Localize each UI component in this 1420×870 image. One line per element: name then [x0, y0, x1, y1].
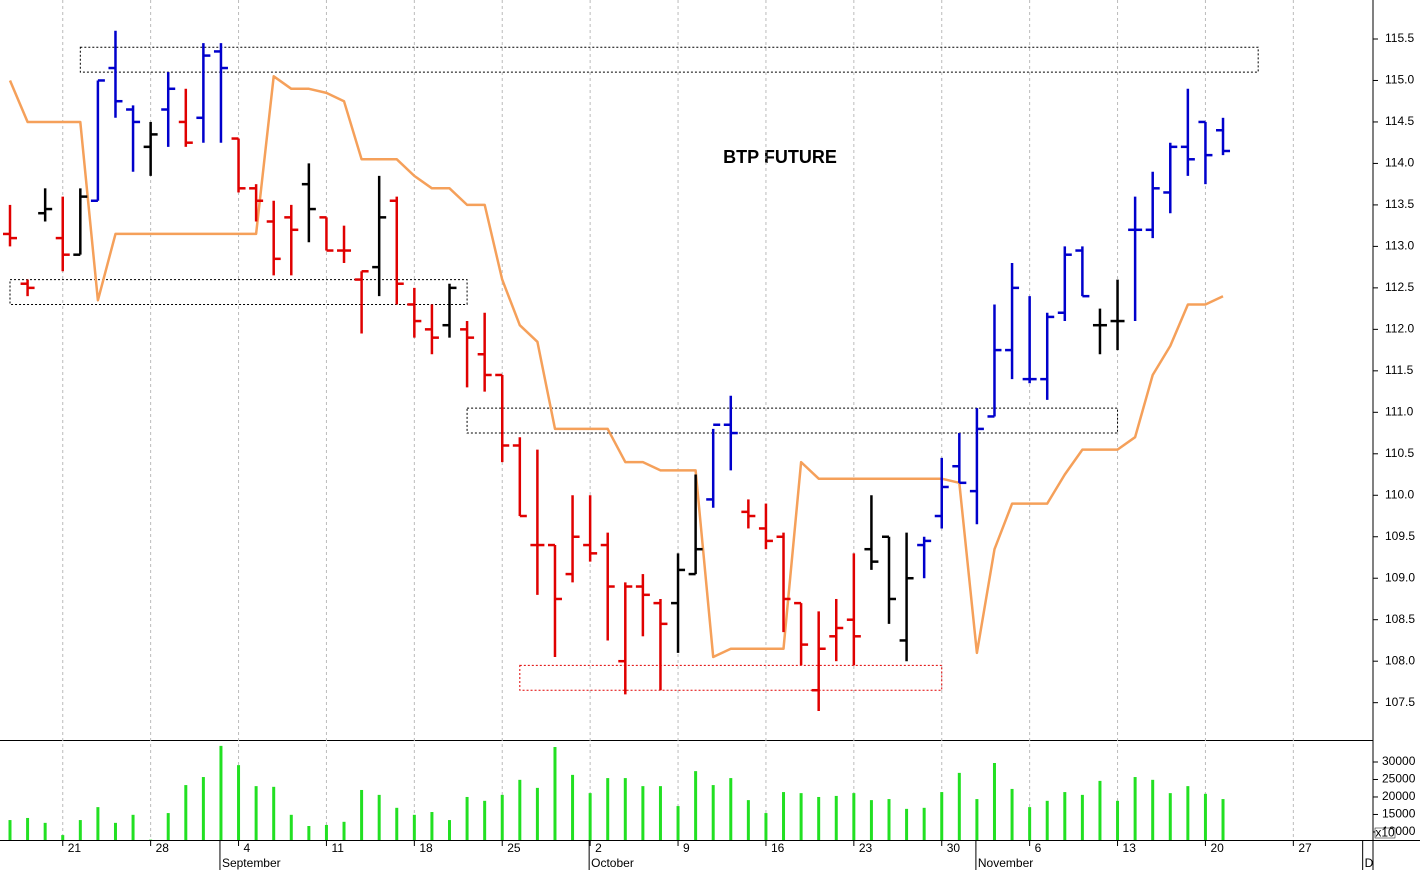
month-label: November	[978, 856, 1033, 870]
x-tick-label: 20	[1210, 841, 1224, 855]
y-tick-label: 107.5	[1385, 695, 1415, 709]
y-tick-label: 114.0	[1385, 156, 1414, 170]
y-tick-label: 111.5	[1385, 363, 1414, 377]
x-tick-label: 9	[683, 841, 690, 855]
y-tick-label: 113.0	[1385, 239, 1414, 253]
x-tick-label: 11	[331, 841, 344, 855]
y-tick-label: 114.5	[1385, 114, 1414, 128]
volume-multiplier: x10	[1375, 826, 1395, 840]
y-tick-label: 115.0	[1385, 73, 1414, 87]
y-tick-label: 110.0	[1385, 487, 1414, 501]
y-tick-label: 112.5	[1385, 280, 1414, 294]
volume-y-tick-label: 15000	[1382, 807, 1416, 821]
x-tick-label: 16	[771, 841, 785, 855]
x-tick-label: 6	[1035, 841, 1042, 855]
volume-y-tick-label: 30000	[1382, 754, 1416, 768]
y-tick-label: 109.0	[1385, 570, 1415, 584]
x-tick-label: 27	[1298, 841, 1312, 855]
y-tick-label: 113.5	[1385, 197, 1414, 211]
x-tick-label: 21	[68, 841, 82, 855]
x-tick-label: 2	[595, 841, 602, 855]
chart-title: BTP FUTURE	[723, 147, 837, 167]
x-tick-label: 28	[156, 841, 170, 855]
month-label: D	[1365, 856, 1374, 870]
x-tick-label: 13	[1123, 841, 1137, 855]
y-tick-label: 108.0	[1385, 653, 1415, 667]
price-zone	[79, 46, 1259, 73]
month-label: October	[591, 856, 634, 870]
y-tick-label: 110.5	[1385, 446, 1414, 460]
volume-y-tick-label: 20000	[1382, 789, 1416, 803]
price-zone	[9, 279, 468, 305]
y-tick-label: 115.5	[1385, 31, 1414, 45]
price-zone	[466, 407, 1119, 434]
x-tick-label: 4	[244, 841, 251, 855]
y-tick-label: 112.0	[1385, 322, 1414, 336]
y-tick-label: 108.5	[1385, 612, 1415, 626]
y-tick-label: 109.5	[1385, 529, 1415, 543]
x-tick-label: 23	[859, 841, 873, 855]
volume-y-tick-label: 25000	[1382, 772, 1416, 786]
x-tick-label: 30	[947, 841, 961, 855]
x-tick-label: 25	[507, 841, 521, 855]
month-label: September	[222, 856, 281, 870]
price-zone	[519, 664, 943, 691]
x-tick-label: 18	[419, 841, 433, 855]
volume-multiplier-box	[1374, 827, 1396, 839]
indicator-line	[8, 75, 1224, 659]
y-tick-label: 111.0	[1385, 404, 1414, 418]
